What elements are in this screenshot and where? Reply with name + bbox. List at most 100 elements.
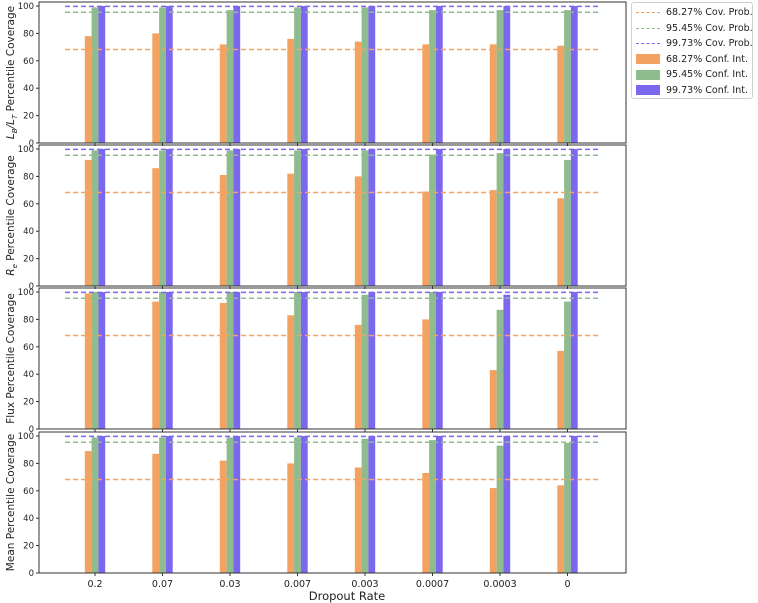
legend-item-ci-95: 95.45% Conf. Int. [636,67,752,83]
legend-swatch-cov-68 [636,12,660,14]
bar-95-45-conf-int--0p2 [91,292,99,429]
bar-99-73-conf-int--0p0003 [503,436,511,573]
bar-99-73-conf-int--0p003 [368,436,376,573]
bar-68-27-conf-int--0p07 [152,33,160,143]
bar-68-27-conf-int--0p007 [287,38,295,143]
bar-95-45-conf-int--0p03 [226,292,234,429]
bar-68-27-conf-int--0p0003 [489,488,497,573]
bar-99-73-conf-int--0p2 [98,6,106,143]
bar-95-45-conf-int--0p007 [294,7,301,144]
y-tick-label: 100 [18,145,34,155]
x-axis-label: Dropout Rate [309,589,386,603]
bar-99-73-conf-int--0p03 [233,436,241,573]
bar-99-73-conf-int--0 [570,149,578,286]
y-tick-label: 80 [23,315,34,325]
legend-label: 68.27% Cov. Prob. [666,7,753,19]
y-axis-label: Flux Percentile Coverage [5,293,17,424]
legend-label: 99.73% Cov. Prob. [666,38,753,50]
bar-68-27-conf-int--0p003 [354,176,362,286]
bar-99-73-conf-int--0 [570,436,578,573]
bar-95-45-conf-int--0p0007 [429,440,436,573]
bar-99-73-conf-int--0p07 [165,436,173,573]
bar-99-73-conf-int--0p007 [300,6,308,143]
x-tick-label: 0 [564,579,570,590]
y-tick-label: 40 [23,370,34,380]
bar-95-45-conf-int--0p07 [159,150,166,286]
bar-95-45-conf-int--0p003 [361,7,369,144]
legend-item-ci-68: 68.27% Conf. Int. [636,52,752,68]
bar-95-45-conf-int--0p03 [226,10,234,143]
panel-frame [38,287,627,430]
bar-99-73-conf-int--0p003 [368,6,376,143]
bar-99-73-conf-int--0p007 [300,149,308,286]
y-tick-label: 80 [23,172,34,182]
bar-99-73-conf-int--0p0003 [503,6,511,143]
bar-95-45-conf-int--0p007 [294,150,301,286]
bar-95-45-conf-int--0p2 [91,7,99,144]
bar-99-73-conf-int--0p0007 [435,149,443,286]
legend-label: 95.45% Cov. Prob. [666,22,753,34]
bar-68-27-conf-int--0p03 [219,44,227,143]
bar-99-73-conf-int--0p003 [368,149,376,286]
y-tick-label: 0 [29,139,34,149]
bar-68-27-conf-int--0 [557,45,565,144]
bar-68-27-conf-int--0p003 [354,41,362,144]
chart-legend: 68.27% Cov. Prob. 95.45% Cov. Prob. 99.7… [631,2,753,99]
y-axis-label: Mean Percentile Coverage [5,434,17,571]
y-tick-label: 100 [18,2,34,12]
x-tick-label: 0.003 [351,579,378,590]
y-tick-label: 60 [23,487,34,497]
bar-68-27-conf-int--0p07 [152,301,160,429]
bar-95-45-conf-int--0p0003 [496,309,504,429]
bar-99-73-conf-int--0p007 [300,292,308,429]
bar-95-45-conf-int--0p007 [294,292,301,429]
bar-68-27-conf-int--0p003 [354,324,362,429]
legend-swatch-cov-95 [636,27,660,29]
bar-95-45-conf-int--0p2 [91,437,99,573]
legend-swatch-ci-99 [636,85,660,96]
bar-95-45-conf-int--0p0003 [496,10,504,143]
bar-68-27-conf-int--0p0007 [422,191,430,286]
y-tick-label: 20 [23,398,34,408]
bar-68-27-conf-int--0p007 [287,463,295,573]
y-tick-label: 60 [23,57,34,67]
bar-95-45-conf-int--0 [564,159,571,286]
bar-68-27-conf-int--0p03 [219,460,227,573]
bar-99-73-conf-int--0p03 [233,292,241,429]
y-tick-label: 20 [23,112,34,122]
bar-99-73-conf-int--0p2 [98,292,106,429]
bar-95-45-conf-int--0p03 [226,437,234,573]
bar-99-73-conf-int--0p007 [300,436,308,573]
y-tick-label: 80 [23,29,34,39]
bar-68-27-conf-int--0p2 [84,159,92,286]
y-tick-label: 40 [23,84,34,94]
panel-frame [38,1,627,144]
x-tick-label: 0.03 [219,579,240,590]
x-tick-label: 0.0003 [483,579,516,590]
legend-swatch-cov-99 [636,43,660,45]
bar-99-73-conf-int--0p07 [165,292,173,429]
bar-68-27-conf-int--0p0003 [489,44,497,143]
legend-label: 95.45% Conf. Int. [666,69,748,81]
bar-95-45-conf-int--0p0007 [429,292,436,429]
bar-95-45-conf-int--0 [564,301,571,429]
y-tick-label: 100 [18,288,34,298]
bar-68-27-conf-int--0p03 [219,302,227,429]
legend-item-cov-99: 99.73% Cov. Prob. [636,36,753,52]
bar-99-73-conf-int--0p0007 [435,6,443,143]
bar-99-73-conf-int--0p2 [98,436,106,573]
bar-68-27-conf-int--0p0007 [422,472,430,573]
bar-68-27-conf-int--0p0007 [422,319,430,429]
legend-item-ci-99: 99.73% Conf. Int. [636,83,752,99]
bar-68-27-conf-int--0p007 [287,315,295,429]
legend-swatch-ci-95 [636,69,660,80]
y-tick-label: 60 [23,200,34,210]
bar-95-45-conf-int--0p0003 [496,445,504,573]
x-tick-label: 0.007 [284,579,311,590]
bar-99-73-conf-int--0p003 [368,292,376,429]
